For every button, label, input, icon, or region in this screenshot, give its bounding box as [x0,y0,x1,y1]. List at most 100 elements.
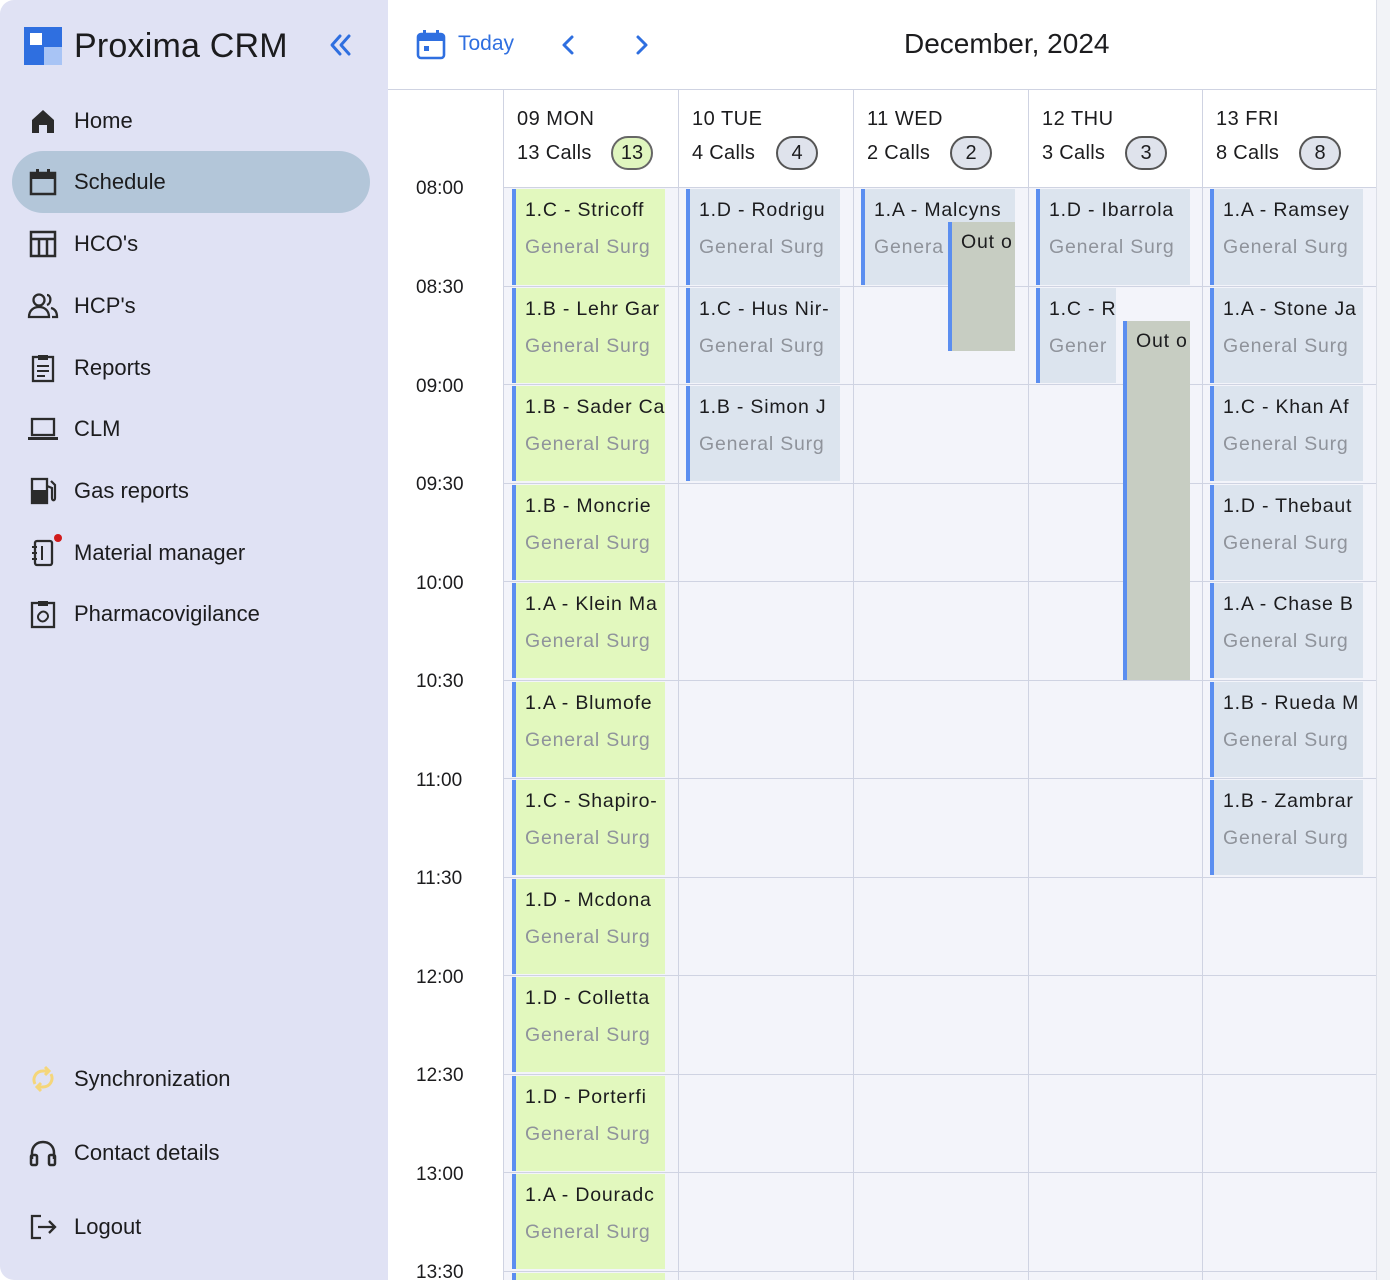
sidebar-item-label: HCO's [74,231,139,256]
sidebar-item-reports[interactable]: Reports [12,337,370,399]
day-name: 09 MON [517,108,595,130]
laptop-icon [26,412,60,446]
grid-line [504,975,1376,976]
call-event[interactable]: 1.D - Rodrigu General Surg [686,189,840,285]
event-title: 1.D - Colletta [525,987,650,1009]
event-subtitle: General Surg [525,630,651,652]
day-header[interactable]: 09 MON 13 Calls 13 [504,90,678,188]
event-title: 1.B - Sader Ca [525,396,665,418]
call-event[interactable]: 1.A - Chase B General Surg [1210,583,1363,678]
event-title: 1.C - R [1049,298,1116,320]
grid-line [504,1271,1376,1272]
sidebar-item-schedule[interactable]: Schedule [12,151,370,213]
call-event[interactable]: 1.B - Lehr Gar General Surg [512,288,665,383]
call-event[interactable]: 1.B - Simon J General Surg [686,386,840,481]
call-event[interactable]: 1.D - Thebaut General Surg [1210,485,1363,580]
time-label: 09:30 [416,474,464,495]
call-event[interactable]: 1.D - Mcdona General Surg [512,879,665,974]
call-event[interactable]: 1.C - R Gener [1036,288,1116,383]
day-name: 11 WED [867,108,943,130]
call-event[interactable]: 1.A - Blumofe General Surg [512,682,665,777]
call-event[interactable]: 1.D - Porterfi General Surg [512,1076,665,1171]
event-subtitle: General Surg [699,335,825,357]
time-label: 08:30 [416,277,464,298]
chevron-left-icon [562,35,574,55]
call-event[interactable] [512,1273,665,1280]
grid-line [504,581,1376,582]
sidebar-item-home[interactable]: Home [12,90,370,152]
call-event[interactable]: 1.C - Hus Nir- General Surg [686,288,840,383]
event-title: 1.C - Shapiro- [525,790,658,812]
prev-week-button[interactable] [554,30,582,60]
day-header[interactable]: 11 WED 2 Calls 2 [854,90,1028,188]
day-header[interactable]: 10 TUE 4 Calls 4 [679,90,853,188]
day-calls: 8 Calls [1216,142,1280,164]
event-subtitle: Genera [874,236,944,258]
sidebar-item-label: HCP's [74,293,136,318]
call-event[interactable]: 1.D - Colletta General Surg [512,977,665,1072]
call-event[interactable]: 1.A - Stone Ja General Surg [1210,288,1363,383]
next-week-button[interactable] [628,30,656,60]
call-event[interactable]: 1.A - Klein Ma General Surg [512,583,665,678]
today-button[interactable]: Today [416,28,514,60]
calls-count-badge: 2 [950,136,992,170]
event-title: 1.D - Rodrigu [699,199,826,221]
event-title: 1.A - Douradc [525,1184,655,1206]
sidebar-item-material-manager[interactable]: Material manager [12,522,370,584]
event-title: 1.A - Malcyns [874,199,1002,221]
day-header[interactable]: 12 THU 3 Calls 3 [1029,90,1202,188]
day-header[interactable]: 13 FRI 8 Calls 8 [1203,90,1376,188]
headphones-icon [26,1136,60,1170]
event-title: 1.B - Zambrar [1223,790,1354,812]
event-subtitle: General Surg [1223,236,1349,258]
sidebar-item-label: Gas reports [74,478,189,503]
call-event[interactable]: 1.A - Ramsey General Surg [1210,189,1363,285]
day-column-mon: 09 MON 13 Calls 13 1.C - Stricoff General… [504,90,679,1280]
event-subtitle: General Surg [699,433,825,455]
time-label: 11:30 [416,868,463,889]
call-event[interactable]: 1.C - Khan Af General Surg [1210,386,1363,481]
out-of-office-event[interactable]: Out o [948,222,1015,351]
event-subtitle: General Surg [1223,630,1349,652]
double-chevron-left-icon [330,34,351,56]
call-event[interactable]: 1.B - Moncrie General Surg [512,485,665,580]
sidebar-item-label: Contact details [74,1140,220,1165]
call-event[interactable]: 1.B - Rueda M General Surg [1210,682,1363,777]
event-subtitle: Gener [1049,335,1108,357]
sidebar-item-label: Synchronization [74,1066,231,1091]
sidebar-item-gas-reports[interactable]: Gas reports [12,460,370,522]
sidebar-item-clm[interactable]: CLM [12,398,370,460]
sidebar-item-hcps[interactable]: HCP's [12,275,370,337]
time-label: 12:00 [416,967,464,988]
collapse-sidebar-button[interactable] [322,30,358,60]
sidebar-item-hcos[interactable]: HCO's [12,213,370,275]
event-title: 1.C - Khan Af [1223,396,1350,418]
calendar-grid: 08:00 08:30 09:00 09:30 10:00 10:30 11:0… [388,90,1376,1280]
event-title: 1.A - Ramsey [1223,199,1350,221]
call-event[interactable]: 1.A - Douradc General Surg [512,1174,665,1269]
sidebar-item-label: Reports [74,355,152,380]
sidebar-item-logout[interactable]: Logout [12,1196,370,1258]
out-of-office-event[interactable]: Out o [1123,321,1190,680]
call-event[interactable]: 1.C - Shapiro- General Surg [512,780,665,875]
event-title: 1.A - Chase B [1223,593,1354,615]
sidebar-item-synchronization[interactable]: Synchronization [12,1048,370,1110]
grid-line [504,483,1376,484]
event-subtitle: General Surg [1223,433,1349,455]
event-title: 1.D - Thebaut [1223,495,1353,517]
time-label: 12:30 [416,1065,464,1086]
grid-line [504,384,1376,385]
sidebar-item-contact-details[interactable]: Contact details [12,1122,370,1184]
call-event[interactable]: 1.B - Zambrar General Surg [1210,780,1363,875]
call-event[interactable]: 1.B - Sader Ca General Surg [512,386,665,481]
event-subtitle: General Surg [525,729,651,751]
call-event[interactable]: 1.D - Ibarrola General Surg [1036,189,1190,285]
event-title: Out o [1136,330,1188,352]
event-title: 1.B - Moncrie [525,495,652,517]
call-event[interactable]: 1.C - Stricoff General Surg [512,189,665,285]
sidebar-item-pharmacovigilance[interactable]: Pharmacovigilance [12,583,370,645]
event-title: 1.D - Porterfi [525,1086,647,1108]
window-edge [1376,0,1390,1280]
time-label: 10:00 [416,573,464,594]
time-label: 09:00 [416,376,464,397]
